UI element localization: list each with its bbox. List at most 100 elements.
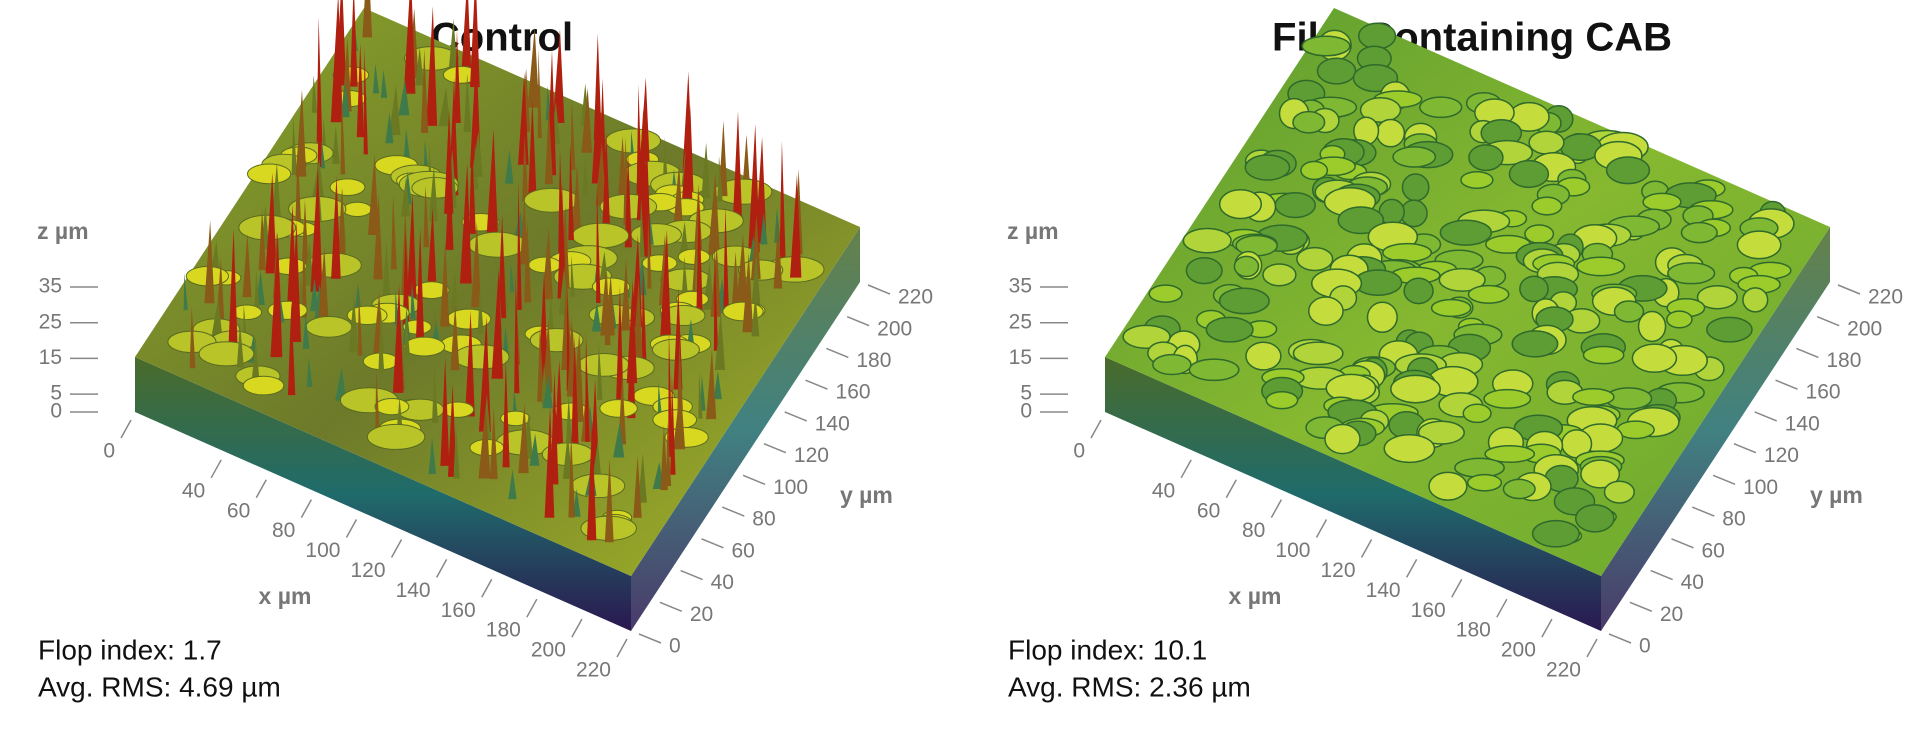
y-tick-label: 0 — [1639, 635, 1651, 658]
spike — [478, 316, 491, 432]
spike — [406, 193, 417, 307]
grain — [1667, 262, 1716, 285]
spike — [363, 46, 368, 155]
spike — [423, 140, 429, 169]
y-axis-label: y µm — [1810, 482, 1863, 508]
spike — [706, 349, 717, 420]
y-tick-label: 80 — [752, 508, 775, 531]
grain — [1531, 519, 1580, 548]
plateau — [403, 336, 446, 357]
spike — [723, 206, 730, 315]
spike — [597, 340, 603, 400]
spike — [751, 214, 761, 280]
grain — [1301, 35, 1351, 57]
y-tick — [1754, 411, 1778, 422]
grain — [1742, 287, 1769, 313]
x-tick — [1405, 558, 1418, 578]
x-tick — [616, 638, 628, 658]
spike — [389, 84, 401, 136]
grain — [1188, 358, 1240, 382]
y-tick-label: 100 — [1743, 476, 1778, 499]
spike — [742, 252, 754, 333]
y-tick — [1671, 538, 1694, 549]
y-tick — [1816, 316, 1840, 327]
annotation: Avg. RMS: 2.36 µm — [1008, 671, 1251, 702]
spike — [681, 256, 689, 299]
spike — [760, 212, 768, 245]
grain — [1430, 298, 1472, 318]
spike — [657, 381, 662, 417]
spike — [544, 406, 555, 518]
y-tick — [1629, 601, 1653, 612]
grain — [1528, 130, 1565, 155]
spike — [438, 87, 451, 127]
slab-front — [1105, 357, 1601, 631]
y-tick-label: 160 — [1806, 381, 1841, 404]
spike — [428, 165, 438, 222]
x-tick — [1360, 539, 1373, 558]
grain — [1706, 316, 1753, 343]
spike — [404, 309, 410, 357]
plateau — [660, 304, 706, 326]
x-tick — [1270, 499, 1283, 519]
spike — [331, 175, 341, 279]
x-tick-label: 220 — [576, 659, 611, 682]
y-axis-label: y µm — [840, 482, 893, 508]
spike — [337, 187, 347, 262]
y-tick-label: 120 — [1764, 444, 1799, 467]
spike — [633, 455, 642, 518]
spike — [236, 322, 244, 368]
grain — [1274, 192, 1316, 219]
x-tick — [1225, 479, 1237, 499]
spike — [522, 134, 529, 201]
spike — [287, 301, 296, 396]
spike — [591, 71, 604, 184]
plateau — [722, 301, 764, 322]
spike — [390, 194, 397, 270]
z-tick-label: 35 — [1009, 275, 1032, 298]
spike — [453, 424, 460, 479]
y-tick — [1650, 569, 1673, 581]
grain — [1382, 242, 1433, 263]
grain — [1392, 146, 1437, 168]
grain — [1582, 345, 1625, 365]
spike — [486, 128, 499, 238]
x-tick — [481, 578, 493, 598]
x-tick-label: 60 — [1197, 499, 1220, 522]
grain — [1262, 263, 1297, 287]
spike — [423, 185, 430, 248]
x-tick — [435, 558, 448, 578]
spike — [582, 155, 589, 197]
y-tick — [1837, 284, 1861, 295]
grain — [1383, 433, 1436, 464]
y-tick-label: 220 — [898, 286, 933, 309]
spike — [465, 310, 475, 417]
y-tick-label: 200 — [1847, 317, 1882, 340]
spike — [527, 27, 540, 108]
spike — [474, 143, 479, 190]
spike — [254, 270, 260, 312]
spike — [508, 469, 517, 500]
spike — [779, 140, 786, 262]
spike — [385, 112, 394, 144]
spike — [400, 177, 411, 217]
spike — [426, 5, 438, 126]
z-tick-label: 0 — [50, 400, 62, 423]
spike — [568, 432, 575, 518]
spike — [696, 191, 703, 317]
spike — [398, 79, 410, 116]
spike — [596, 185, 601, 304]
x-tick-label: 60 — [227, 499, 250, 522]
spike — [572, 164, 582, 234]
grain — [1524, 224, 1555, 244]
y-tick-label: 180 — [1826, 349, 1861, 372]
spike — [382, 242, 391, 299]
spike — [601, 132, 611, 240]
x-tick-label: 40 — [1152, 479, 1175, 502]
x-tick — [526, 598, 538, 618]
y-tick — [742, 474, 766, 486]
spike — [415, 47, 424, 86]
spike — [604, 458, 614, 543]
